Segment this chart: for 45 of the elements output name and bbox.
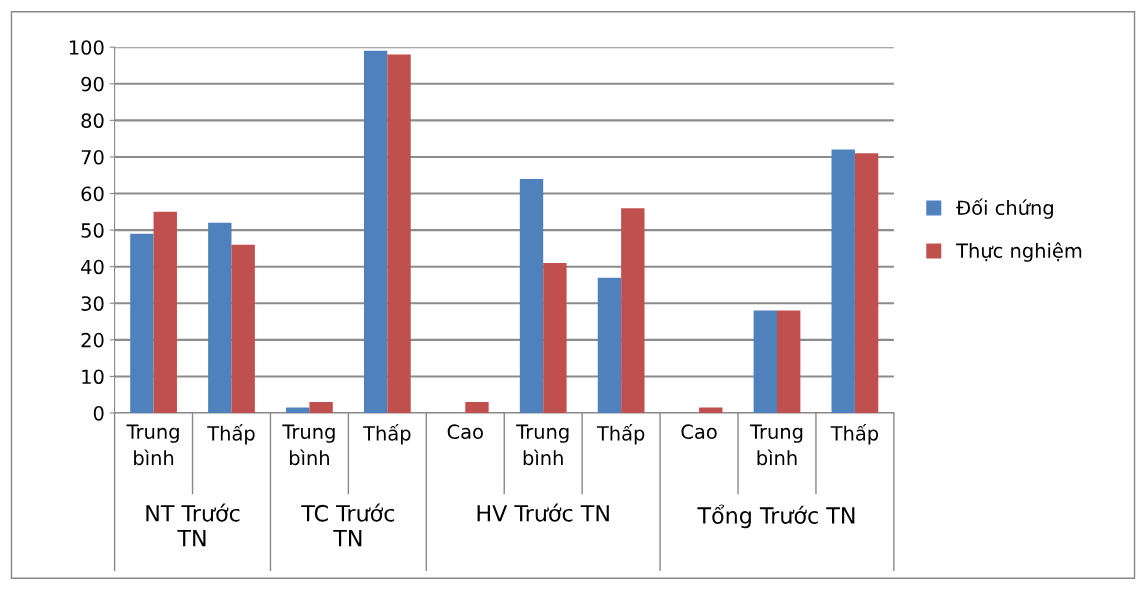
bar (519, 178, 544, 413)
bar (130, 233, 154, 413)
x-tick-label: Thấp (830, 423, 879, 445)
bar (699, 407, 723, 413)
x-tick-label: Thấp (596, 423, 645, 445)
bar (831, 149, 855, 413)
bar (153, 211, 177, 413)
legend-label: Đối chứng (956, 198, 1053, 219)
text: TC Trước TN (301, 503, 395, 547)
y-tick-label: 20 (81, 332, 104, 348)
bar (753, 310, 777, 413)
bar (776, 310, 801, 413)
bar (363, 50, 388, 413)
text: NT Trước TN (146, 503, 240, 547)
text: Tổng Trước TN (697, 504, 855, 529)
bar (854, 153, 879, 413)
x-tick-label: Thấp (363, 423, 411, 445)
bar (597, 277, 622, 413)
y-tick-label: 50 (81, 223, 104, 238)
bar (231, 244, 255, 413)
x-tick-label: Thấp (207, 423, 255, 445)
y-tick-label: 0 (93, 405, 104, 421)
x-tick-label: Cao (681, 424, 717, 440)
bar (309, 402, 333, 413)
bar (208, 222, 232, 413)
x-tick-label: Trung bình (282, 424, 335, 466)
y-tick-label: 40 (81, 259, 104, 275)
x-tick-label: Cao (447, 424, 483, 440)
bar (286, 407, 310, 413)
y-tick-label: 70 (81, 149, 104, 165)
legend-label: Thực nghiệm (956, 242, 1082, 262)
y-tick-label: 30 (81, 296, 104, 311)
bar (543, 263, 567, 413)
y-tick-label: 100 (69, 40, 104, 55)
x-tick-label: Trung bình (126, 424, 179, 466)
y-tick-label: 90 (81, 76, 104, 92)
x-tick-label: Trung bình (749, 424, 803, 466)
text: HV Trước TN (477, 503, 609, 522)
bar (387, 54, 411, 413)
y-tick-label: 80 (81, 113, 104, 129)
bar (465, 402, 489, 413)
y-tick-label: 60 (81, 186, 104, 202)
bar (621, 208, 645, 413)
x-tick-label: Trung bình (516, 424, 569, 466)
y-tick-label: 10 (82, 369, 104, 385)
